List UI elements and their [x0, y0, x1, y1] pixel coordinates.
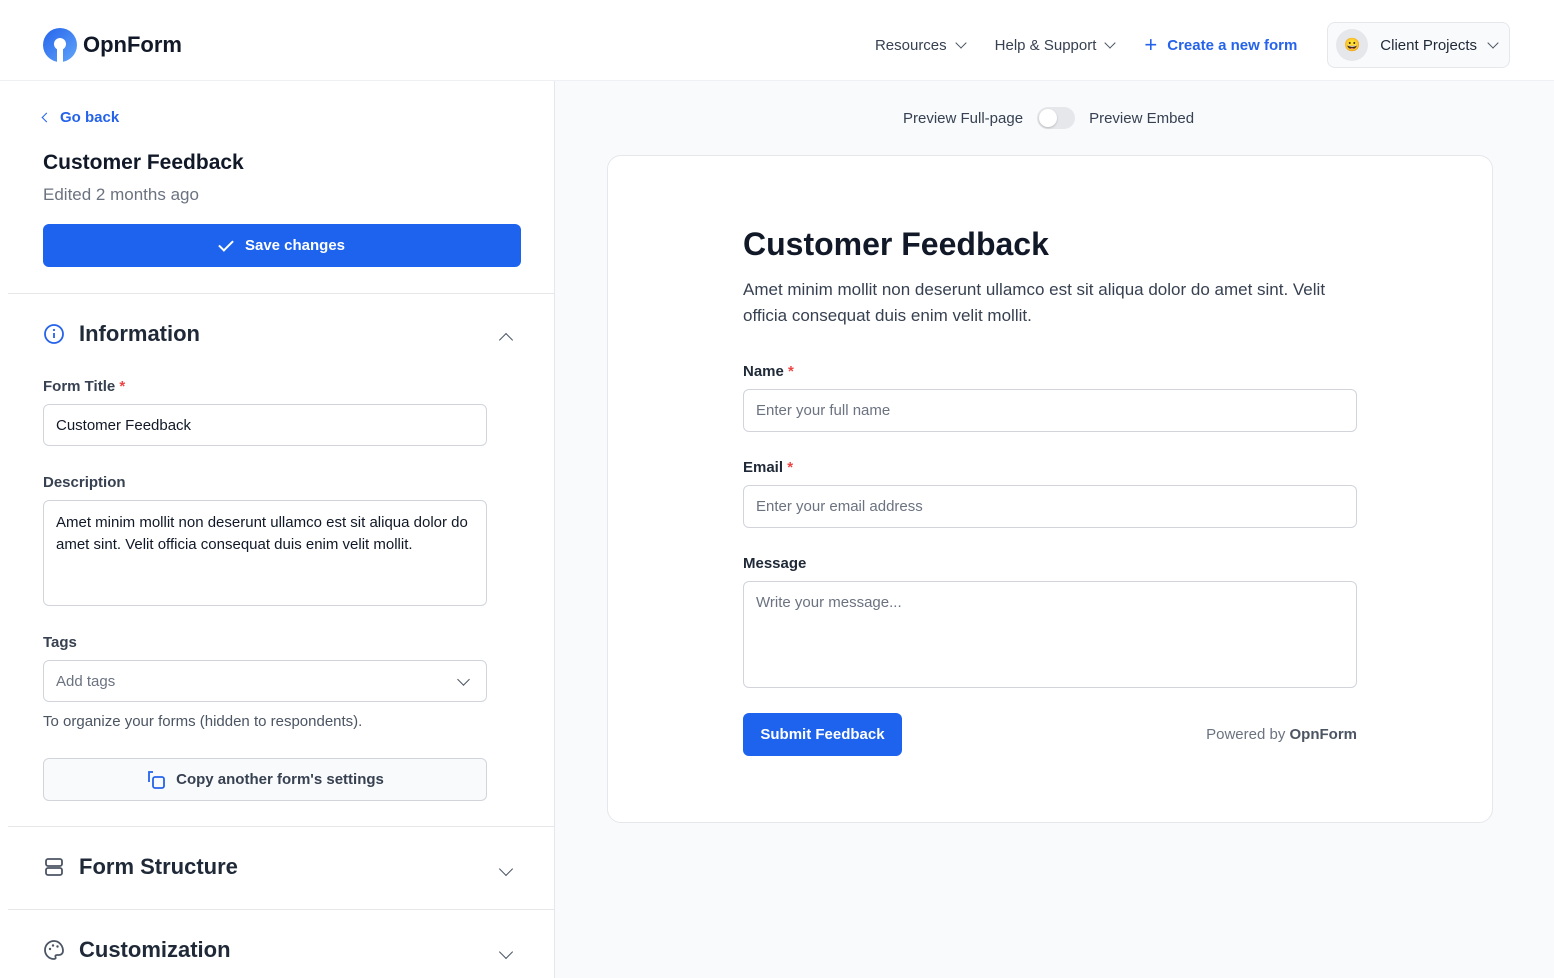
form-structure-icon: [45, 858, 63, 876]
preview-form-description: Amet minim mollit non deserunt ullamco e…: [743, 280, 1326, 325]
submit-feedback-button[interactable]: Submit Feedback: [743, 713, 902, 756]
edited-timestamp: Edited 2 months ago: [43, 185, 199, 204]
description-textarea[interactable]: Amet minim mollit non deserunt ullamco e…: [43, 500, 487, 606]
go-back-link[interactable]: Go back: [41, 109, 120, 126]
save-changes-button[interactable]: Save changes: [43, 224, 521, 267]
expand-form-structure-button[interactable]: [498, 861, 514, 879]
section-form-structure-header[interactable]: Form Structure: [43, 854, 238, 880]
check-icon: [218, 235, 234, 252]
chevron-up-icon: [498, 332, 514, 348]
copy-settings-button[interactable]: Copy another form's settings: [43, 758, 487, 801]
workspace-avatar: 😀: [1336, 29, 1369, 61]
copy-settings-label: Copy another form's settings: [176, 771, 384, 788]
create-form-link[interactable]: + Create a new form: [1144, 32, 1297, 58]
email-label-text: Email: [743, 459, 784, 476]
chevron-down-icon: [954, 37, 967, 49]
chevron-down-icon: [498, 861, 514, 877]
save-label: Save changes: [244, 237, 346, 254]
form-title-input[interactable]: Customer Feedback: [43, 404, 487, 446]
required-marker: *: [788, 363, 794, 380]
expand-customization-button[interactable]: [498, 944, 514, 962]
powered-by-brand: OpnForm: [1289, 726, 1358, 743]
divider: [8, 826, 554, 827]
message-placeholder: Write your message...: [756, 594, 902, 611]
form-title-label: Form Title *: [43, 378, 125, 395]
form-title: Customer Feedback: [43, 151, 244, 174]
chevron-down-icon: [457, 672, 470, 686]
chevron-left-icon: [41, 112, 52, 123]
nav-help-label: Help & Support: [994, 36, 1097, 54]
section-form-structure-title: Form Structure: [79, 854, 238, 879]
info-icon: [44, 324, 64, 344]
description-label: Description: [43, 474, 126, 491]
email-input[interactable]: Enter your email address: [743, 485, 1357, 528]
required-marker: *: [787, 459, 794, 476]
go-back-label: Go back: [60, 109, 120, 126]
palette-icon: [44, 940, 64, 960]
section-customization-header[interactable]: Customization: [43, 937, 231, 963]
top-nav: Resources Help & Support + Create a new f…: [875, 22, 1510, 68]
section-customization-title: Customization: [79, 937, 231, 962]
name-field-label: Name *: [743, 363, 794, 380]
plus-icon: +: [1144, 32, 1158, 57]
divider: [8, 909, 554, 910]
preview-full-page-label: Preview Full-page: [903, 109, 1024, 127]
message-textarea[interactable]: Write your message...: [743, 581, 1357, 688]
preview-mode-toggle-row: Preview Full-page Preview Embed: [903, 107, 1194, 129]
form-title-value: Customer Feedback: [56, 416, 192, 434]
workspace-selector[interactable]: 😀 Client Projects: [1327, 22, 1510, 68]
preview-pane: Preview Full-page Preview Embed Customer…: [555, 81, 1554, 978]
opnform-logo-icon: [43, 28, 77, 62]
section-information-title: Information: [79, 321, 200, 346]
form-preview-card: Customer Feedback Amet minim mollit non …: [607, 155, 1493, 823]
copy-icon: [148, 770, 166, 789]
brand-logo[interactable]: OpnForm: [43, 28, 182, 62]
tags-select[interactable]: Add tags: [43, 660, 487, 702]
top-header: OpnForm Resources Help & Support + Create…: [0, 0, 1554, 81]
required-marker: *: [119, 378, 126, 395]
message-field-label: Message: [743, 555, 807, 572]
preview-embed-label: Preview Embed: [1089, 109, 1195, 127]
powered-by-prefix: Powered by: [1206, 726, 1286, 743]
brand-name: OpnForm: [83, 32, 182, 57]
preview-form-title: Customer Feedback: [743, 226, 1049, 262]
toggle-knob: [1039, 109, 1058, 127]
name-placeholder: Enter your full name: [756, 402, 891, 419]
name-input[interactable]: Enter your full name: [743, 389, 1357, 432]
email-field-label: Email *: [743, 459, 793, 476]
form-title-label-text: Form Title: [43, 378, 116, 395]
chevron-down-icon: [1104, 37, 1117, 49]
chevron-down-icon: [498, 944, 514, 960]
editor-sidebar: Go back Customer Feedback Edited 2 month…: [8, 81, 555, 978]
nav-help-support[interactable]: Help & Support: [994, 36, 1117, 54]
name-label-text: Name: [743, 363, 784, 380]
collapse-information-button[interactable]: [498, 332, 514, 350]
nav-resources-label: Resources: [874, 36, 947, 54]
workspace-label: Client Projects: [1380, 36, 1477, 54]
powered-by[interactable]: Powered by OpnForm: [1206, 726, 1357, 743]
chevron-down-icon: [1487, 37, 1499, 49]
submit-label: Submit Feedback: [760, 726, 885, 743]
email-placeholder: Enter your email address: [756, 498, 923, 515]
tags-placeholder: Add tags: [56, 672, 116, 690]
section-information-header[interactable]: Information: [43, 321, 200, 347]
preview-mode-toggle[interactable]: [1037, 107, 1076, 129]
tags-label: Tags: [43, 634, 77, 651]
description-value: Amet minim mollit non deserunt ullamco e…: [56, 514, 468, 553]
divider: [8, 293, 554, 294]
create-form-label: Create a new form: [1167, 36, 1298, 54]
nav-resources[interactable]: Resources: [874, 36, 967, 54]
tags-help-text: To organize your forms (hidden to respon…: [43, 713, 363, 730]
